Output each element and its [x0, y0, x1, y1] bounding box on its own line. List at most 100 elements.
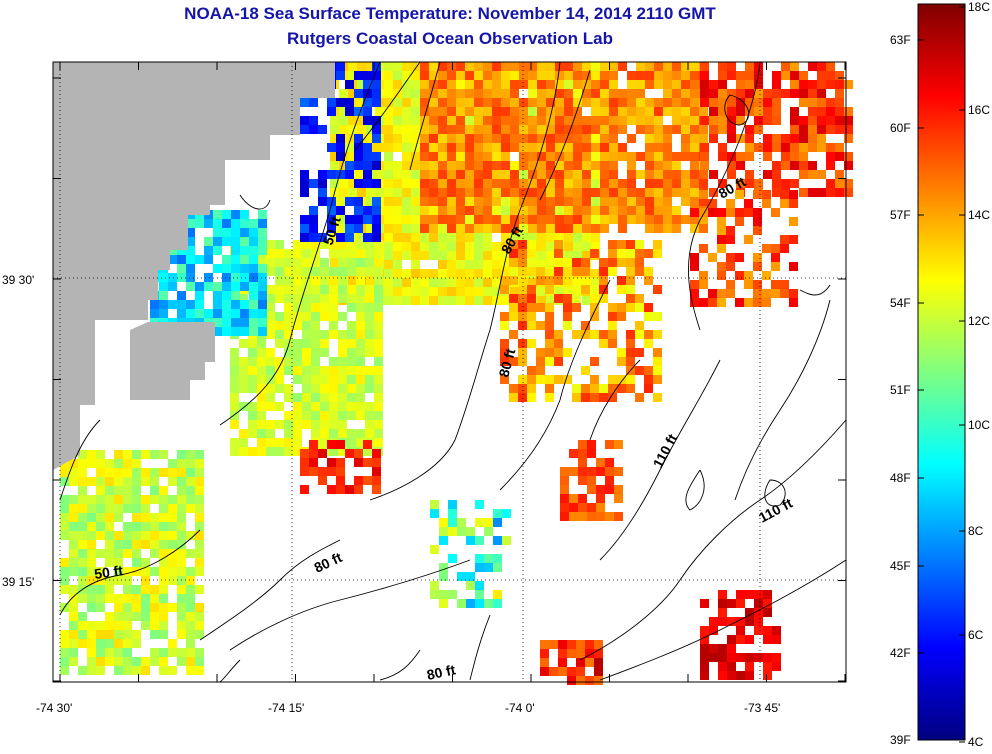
- sst-pixel: [275, 249, 284, 258]
- sst-pixel: [700, 599, 709, 608]
- sst-pixel: [599, 276, 608, 285]
- sst-pixel: [87, 522, 96, 531]
- sst-pixel: [501, 206, 510, 215]
- sst-pixel: [438, 260, 447, 269]
- sst-pixel: [318, 179, 327, 188]
- sst-pixel: [258, 282, 267, 291]
- sst-pixel: [60, 513, 69, 522]
- sst-pixel: [519, 287, 528, 296]
- sst-pixel: [318, 476, 327, 485]
- sst-pixel: [591, 242, 600, 251]
- sst-pixel: [558, 667, 567, 676]
- sst-pixel: [700, 62, 709, 71]
- sst-pixel: [573, 89, 582, 98]
- sst-pixel: [347, 339, 356, 348]
- sst-pixel: [569, 503, 578, 512]
- sst-pixel: [519, 143, 528, 152]
- sst-pixel: [576, 640, 585, 649]
- sst-pixel: [284, 438, 293, 447]
- sst-pixel: [411, 287, 420, 296]
- sst-pixel: [87, 459, 96, 468]
- sst-pixel: [753, 208, 762, 217]
- sst-pixel: [609, 170, 618, 179]
- sst-pixel: [240, 327, 249, 336]
- sst-pixel: [599, 330, 608, 339]
- sst-pixel: [745, 143, 754, 152]
- sst-pixel: [393, 98, 402, 107]
- sst-pixel: [826, 188, 835, 197]
- sst-pixel: [735, 253, 744, 262]
- sst-pixel: [411, 224, 420, 233]
- sst-pixel: [617, 312, 626, 321]
- sst-pixel: [159, 495, 168, 504]
- sst-pixel: [772, 626, 781, 635]
- sst-pixel: [327, 224, 336, 233]
- sst-pixel: [320, 339, 329, 348]
- sst-pixel: [257, 366, 266, 375]
- sst-pixel: [105, 594, 114, 603]
- sst-pixel: [608, 258, 617, 267]
- sst-pixel: [663, 224, 672, 233]
- sst-pixel: [374, 384, 383, 393]
- sst-pixel: [69, 603, 78, 612]
- sst-pixel: [258, 264, 267, 273]
- sst-pixel: [300, 98, 309, 107]
- sst-pixel: [338, 267, 347, 276]
- sst-pixel: [653, 312, 662, 321]
- sst-pixel: [384, 224, 393, 233]
- sst-pixel: [60, 666, 69, 675]
- sst-pixel: [78, 630, 87, 639]
- sst-pixel: [439, 599, 448, 608]
- sst-pixel: [700, 152, 709, 161]
- sst-pixel: [492, 125, 501, 134]
- sst-pixel: [681, 134, 690, 143]
- sst-pixel: [510, 107, 519, 116]
- sst-pixel: [257, 438, 266, 447]
- sst-pixel: [753, 226, 762, 235]
- sst-pixel: [266, 267, 275, 276]
- sst-pixel: [240, 300, 249, 309]
- sst-pixel: [438, 125, 447, 134]
- sst-pixel: [320, 393, 329, 402]
- sst-pixel: [168, 540, 177, 549]
- sst-pixel: [699, 298, 708, 307]
- sst-pixel: [347, 393, 356, 402]
- sst-pixel: [230, 447, 239, 456]
- sst-pixel: [780, 199, 789, 208]
- sst-pixel: [447, 116, 456, 125]
- sst-pixel: [330, 161, 339, 170]
- sst-pixel: [465, 179, 474, 188]
- sst-pixel: [563, 294, 572, 303]
- sst-pixel: [591, 197, 600, 206]
- sst-pixel: [527, 393, 536, 402]
- sst-pixel: [672, 161, 681, 170]
- sst-pixel: [411, 98, 420, 107]
- sst-pixel: [581, 258, 590, 267]
- sst-pixel: [699, 179, 708, 188]
- sst-pixel: [718, 89, 727, 98]
- sst-pixel: [411, 62, 420, 71]
- sst-pixel: [447, 170, 456, 179]
- sst-pixel: [345, 107, 354, 116]
- sst-pixel: [318, 449, 327, 458]
- sst-pixel: [132, 639, 141, 648]
- sst-pixel: [501, 296, 510, 305]
- sst-pixel: [439, 563, 448, 572]
- sst-pixel: [284, 258, 293, 267]
- sst-pixel: [572, 393, 581, 402]
- sst-pixel: [186, 576, 195, 585]
- sst-pixel: [700, 116, 709, 125]
- sst-pixel: [356, 312, 365, 321]
- sst-pixel: [654, 179, 663, 188]
- sst-pixel: [555, 224, 564, 233]
- sst-pixel: [582, 206, 591, 215]
- sst-pixel: [465, 287, 474, 296]
- sst-pixel: [141, 513, 150, 522]
- sst-pixel: [159, 567, 168, 576]
- sst-pixel: [672, 71, 681, 80]
- sst-pixel: [159, 273, 168, 282]
- sst-pixel: [653, 348, 662, 357]
- sst-pixel: [744, 208, 753, 217]
- sst-pixel: [311, 366, 320, 375]
- sst-pixel: [438, 224, 447, 233]
